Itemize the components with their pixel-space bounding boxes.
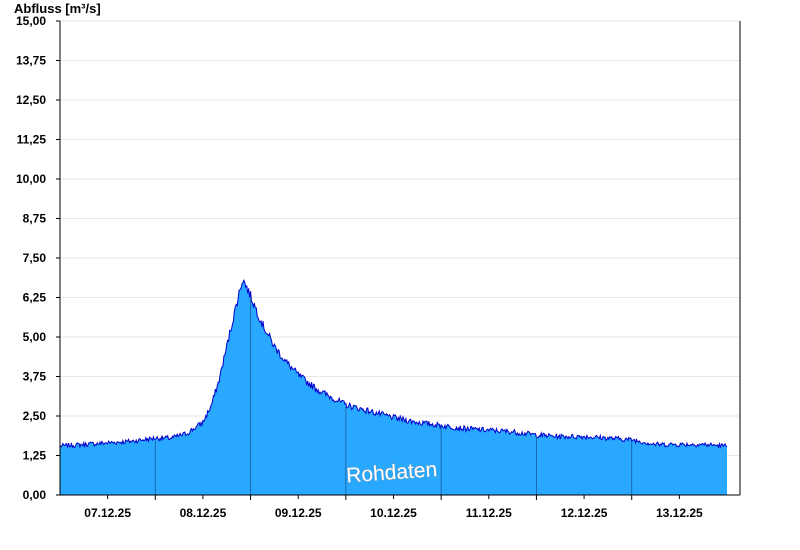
y-tick-label: 13,75 (16, 54, 46, 68)
grid-lines (60, 20, 740, 456)
y-tick-label: 3,75 (23, 370, 47, 384)
discharge-line (59, 279, 728, 449)
y-tick-label: 1,25 (23, 449, 47, 463)
y-tick-label: 6,25 (23, 291, 47, 305)
y-tick-label: 15,00 (16, 14, 46, 28)
y-tick-label: 8,75 (23, 212, 47, 226)
discharge-fill (60, 280, 727, 495)
x-tick-label: 12.12.25 (561, 506, 608, 520)
x-tick-label: 11.12.25 (466, 506, 512, 520)
y-tick-label: 5,00 (23, 330, 47, 344)
y-tick-label: 10,00 (16, 172, 46, 186)
y-tick-label: 7,50 (23, 251, 47, 265)
y-axis-title: Abfluss [m³/s] (14, 1, 101, 16)
x-tick-label: 08.12.25 (180, 506, 227, 520)
x-tick-label: 13.12.25 (656, 506, 703, 520)
x-tick-label: 09.12.25 (275, 506, 322, 520)
y-tick-label: 11,25 (17, 133, 47, 147)
y-tick-label: 2,50 (23, 409, 47, 423)
discharge-area (59, 279, 728, 495)
y-axis-ticks: 0,00 1,25 2,50 3,75 5,00 6,25 7,50 8,75 10,00 11,… (16, 14, 60, 502)
x-tick-label: 10.12.25 (370, 506, 417, 520)
y-tick-label: 0,00 (23, 488, 47, 502)
x-axis-ticks: 07.12.25 08.12.25 09.12.25 10.12.25 11.12.25… (84, 495, 703, 520)
x-tick-label: 07.12.25 (84, 506, 131, 520)
y-tick-label: 12,50 (16, 93, 46, 107)
